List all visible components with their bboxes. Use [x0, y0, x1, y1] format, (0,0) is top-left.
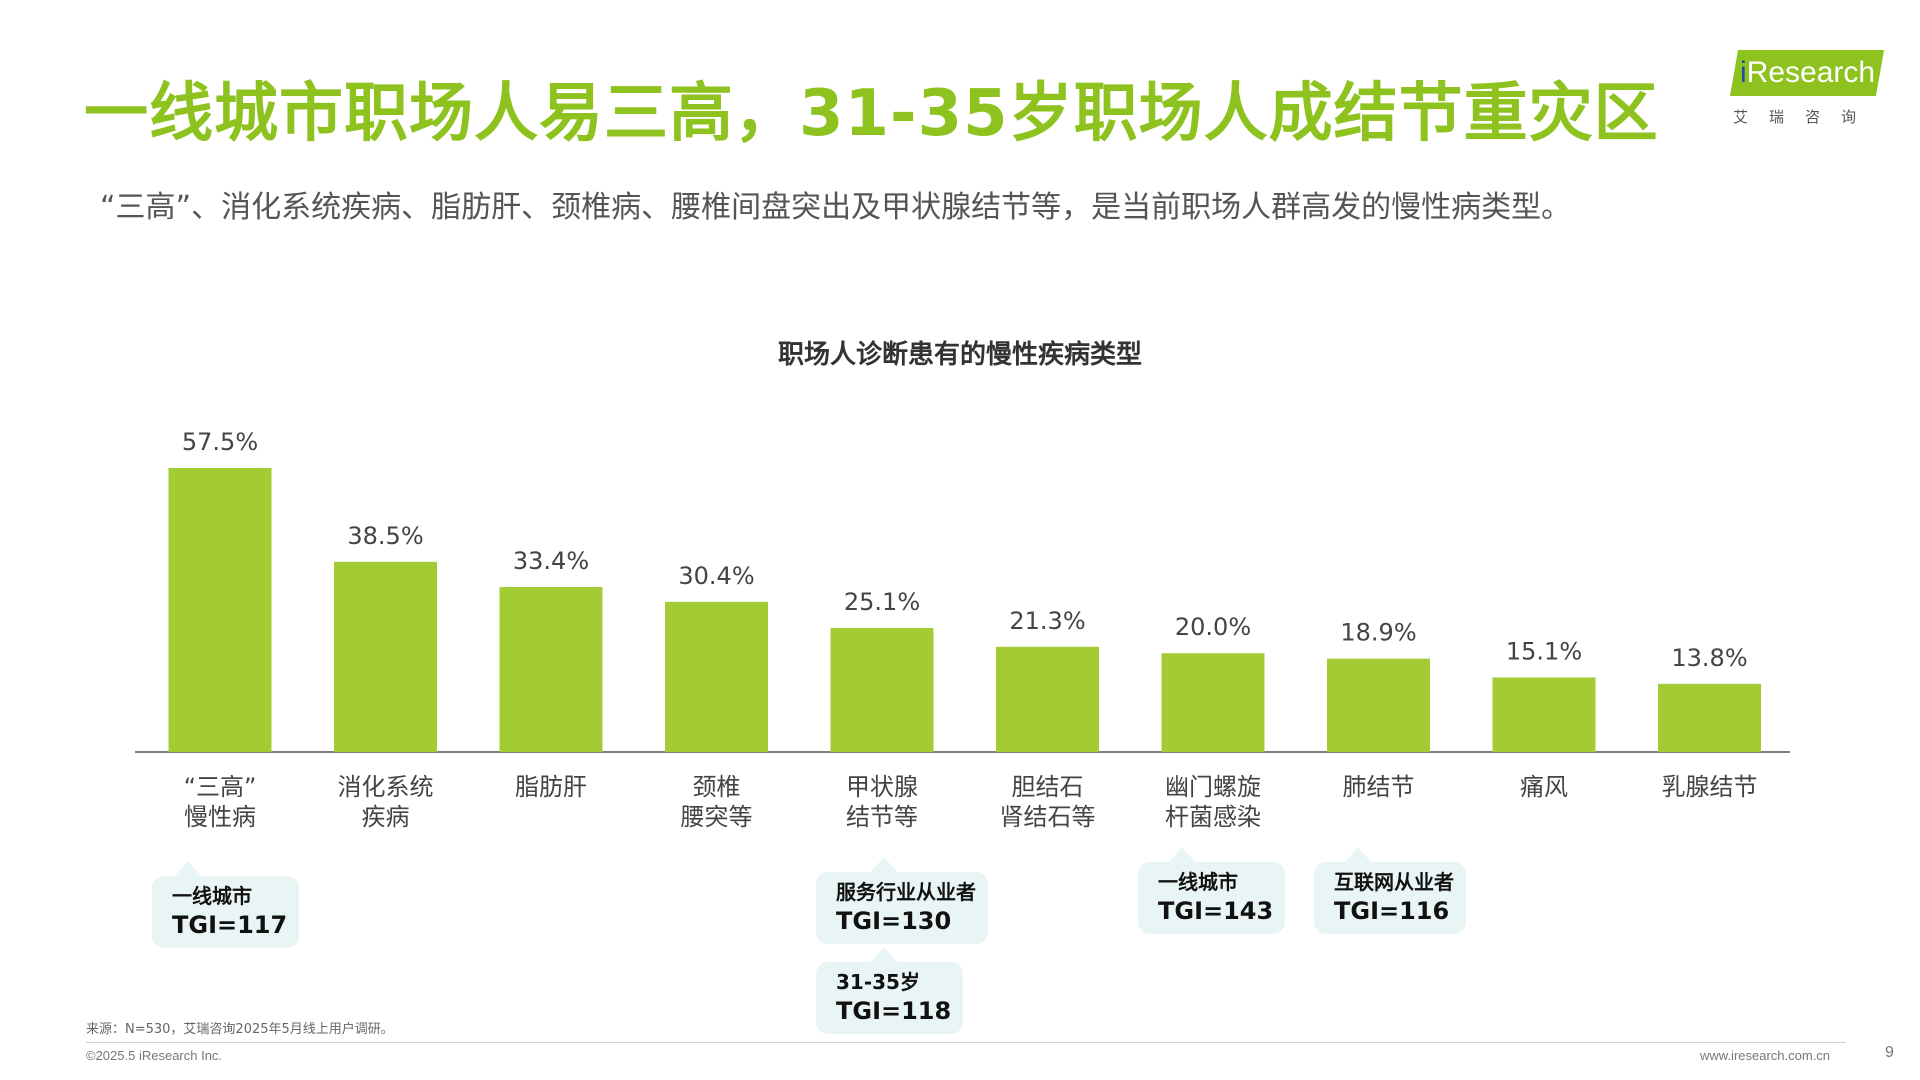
bar-value-label: 13.8%	[1671, 644, 1747, 672]
bar	[665, 601, 768, 752]
category-label: 痛风	[1520, 773, 1568, 801]
callout-tgi-value: TGI=130	[836, 907, 952, 935]
callout-tgi-value: TGI=116	[1334, 897, 1450, 925]
category-label: 脂肪肝	[515, 773, 587, 801]
bar	[1492, 677, 1596, 752]
iresearch-logo: iResearch 艾瑞咨询	[1720, 48, 1890, 128]
callout-group-label: 一线城市	[172, 884, 252, 908]
bar	[1658, 683, 1761, 752]
bar-value-label: 18.9%	[1340, 619, 1416, 647]
bar	[499, 587, 603, 752]
category-label: 甲状腺 结节等	[846, 773, 918, 831]
bar-value-label: 30.4%	[678, 562, 754, 590]
category-label: “三高” 慢性病	[183, 773, 257, 831]
bar	[1161, 653, 1265, 752]
copyright: ©2025.5 iResearch Inc.	[86, 1048, 223, 1063]
website: www.iresearch.com.cn	[1700, 1048, 1831, 1063]
footer-divider	[86, 1042, 1846, 1043]
bar-value-label: 15.1%	[1506, 637, 1582, 665]
category-label: 幽门螺旋 杆菌感染	[1165, 773, 1261, 831]
page-title: 一线城市职场人易三高，31-35岁职场人成结节重灾区	[84, 77, 1659, 151]
category-label: 肺结节	[1342, 773, 1415, 801]
callout-tgi-value: TGI=143	[1158, 897, 1274, 925]
source-note: 来源：N=530，艾瑞咨询2025年5月线上用户调研。	[86, 1022, 394, 1037]
callout-tgi-value: TGI=117	[172, 911, 288, 939]
bar-value-label: 20.0%	[1175, 613, 1251, 641]
category-label: 消化系统 疾病	[337, 773, 434, 831]
bar	[830, 628, 934, 752]
callout-pointer	[1344, 847, 1372, 863]
logo-wordmark: iResearch	[1740, 56, 1876, 89]
category-label: 胆结石 肾结石等	[999, 773, 1096, 831]
bar-value-label: 33.4%	[513, 547, 589, 575]
callout-pointer	[174, 861, 202, 877]
bar-value-label: 38.5%	[347, 522, 423, 550]
page-subtitle: “三高”、消化系统疾病、脂肪肝、颈椎病、腰椎间盘突出及甲状腺结节等，是当前职场人…	[100, 190, 1572, 225]
category-label: 颈椎 腰突等	[680, 773, 753, 831]
bar	[334, 561, 437, 752]
tgi-callout: 一线城市 TGI=143	[1138, 847, 1286, 934]
bar-value-label: 57.5%	[182, 428, 258, 456]
callout-tgi-value: TGI=118	[836, 997, 952, 1025]
callout-group-label: 一线城市	[1158, 870, 1238, 894]
bar-value-label: 21.3%	[1009, 607, 1085, 635]
callout-group-label: 互联网从业者	[1334, 870, 1454, 894]
bar	[996, 646, 1099, 752]
callout-pointer	[870, 947, 898, 963]
callout-group-label: 服务行业从业者	[836, 880, 976, 904]
bar	[168, 468, 272, 752]
bar	[1327, 658, 1430, 752]
tgi-callout: 31-35岁 TGI=118	[816, 947, 964, 1034]
tgi-callout: 一线城市 TGI=117	[152, 861, 300, 948]
callout-group-label: 31-35岁	[836, 970, 920, 994]
tgi-callout: 服务行业从业者 TGI=130	[816, 857, 988, 944]
callout-pointer	[1168, 847, 1196, 863]
chart-title: 职场人诊断患有的慢性疾病类型	[777, 340, 1142, 370]
logo-chinese-name: 艾瑞咨询	[1732, 108, 1877, 126]
tgi-callout: 互联网从业者 TGI=116	[1314, 847, 1466, 934]
bar-value-label: 25.1%	[844, 588, 920, 616]
page-number: 9	[1885, 1044, 1894, 1061]
category-label: 乳腺结节	[1661, 773, 1758, 801]
callout-pointer	[870, 857, 898, 873]
